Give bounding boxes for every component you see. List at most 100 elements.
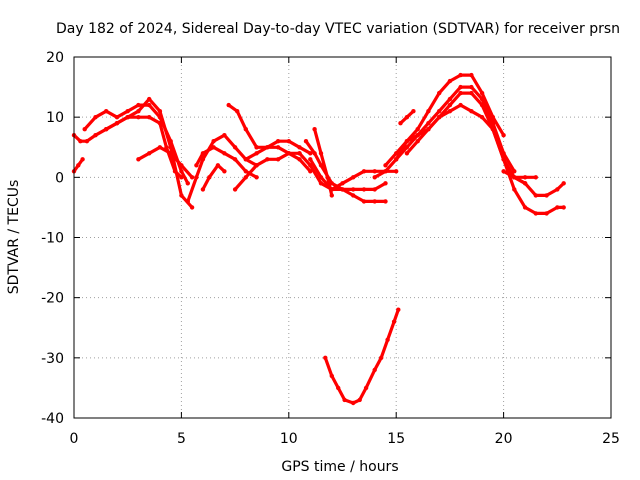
data-point — [93, 115, 98, 120]
data-point — [265, 157, 270, 162]
data-point — [404, 151, 410, 156]
data-point — [351, 187, 356, 192]
data-point — [125, 109, 130, 114]
data-point — [243, 169, 248, 174]
data-point — [458, 72, 463, 78]
data-point — [351, 400, 356, 406]
data-point — [383, 163, 388, 168]
data-point — [207, 175, 212, 180]
data-point — [329, 193, 334, 198]
data-point — [469, 90, 474, 96]
x-axis-label: GPS time / hours — [281, 459, 398, 475]
data-point — [383, 181, 388, 186]
data-point — [372, 367, 377, 373]
data-point — [479, 96, 485, 102]
y-axis-label: SDTVAR / TECUs — [6, 180, 22, 295]
data-point — [164, 145, 169, 150]
data-point — [323, 355, 328, 360]
data-point — [254, 163, 259, 168]
data-point — [363, 385, 369, 391]
data-point — [379, 355, 384, 360]
data-point — [136, 102, 141, 108]
series-track-mid-11 — [313, 127, 334, 197]
data-point — [522, 181, 528, 186]
data-point — [555, 205, 560, 210]
data-point — [415, 139, 420, 144]
x-tick-label: 10 — [280, 431, 298, 447]
data-series-layer — [71, 72, 566, 406]
data-point — [426, 127, 431, 132]
data-point — [501, 133, 506, 138]
data-point — [394, 169, 399, 174]
data-point — [179, 163, 184, 168]
data-point — [391, 319, 397, 324]
data-point — [361, 169, 367, 174]
data-point — [437, 115, 442, 120]
data-point — [157, 109, 163, 114]
data-point — [561, 181, 566, 186]
y-tick-label: 0 — [55, 170, 64, 186]
series-track-mid-1 — [186, 133, 259, 203]
data-point — [318, 151, 324, 156]
x-tick-label: 5 — [177, 431, 186, 447]
data-point — [447, 102, 453, 108]
data-point — [411, 109, 416, 114]
data-point — [404, 115, 410, 120]
data-point — [447, 78, 453, 84]
data-point — [437, 90, 442, 96]
data-point — [404, 145, 410, 150]
data-point — [226, 102, 231, 108]
data-point — [147, 151, 152, 156]
data-point — [200, 187, 206, 192]
data-point — [501, 157, 506, 162]
data-point — [147, 96, 152, 102]
y-tick-label: -10 — [41, 231, 64, 247]
data-point — [136, 115, 141, 120]
data-point — [254, 145, 259, 150]
data-point — [426, 121, 431, 126]
data-point — [254, 175, 259, 180]
data-point — [415, 133, 420, 138]
data-point — [136, 157, 141, 162]
data-point — [189, 205, 195, 210]
data-point — [312, 151, 317, 156]
series-track-mid-8 — [297, 151, 398, 191]
data-point — [222, 169, 227, 174]
data-point — [82, 127, 87, 132]
series-track-early-5 — [136, 145, 194, 179]
data-point — [147, 115, 152, 120]
data-point — [458, 90, 463, 96]
data-point — [114, 115, 120, 120]
data-point — [104, 109, 109, 114]
data-point — [286, 139, 291, 144]
data-point — [351, 193, 356, 198]
data-point — [522, 175, 528, 180]
data-point — [544, 193, 549, 198]
y-tick-label: 10 — [46, 110, 64, 126]
data-point — [426, 109, 431, 114]
data-point — [533, 175, 538, 180]
data-point — [385, 337, 390, 342]
data-point — [297, 151, 302, 156]
data-point — [361, 187, 367, 192]
data-point — [189, 175, 195, 180]
data-point — [479, 102, 485, 108]
data-point — [501, 169, 506, 174]
series-track-late-4 — [405, 103, 566, 215]
data-point — [490, 127, 496, 132]
x-tick-label: 0 — [70, 431, 79, 447]
data-point — [415, 127, 420, 132]
data-point — [396, 307, 401, 312]
data-point — [235, 109, 240, 114]
data-point — [372, 175, 377, 180]
data-point — [479, 90, 485, 96]
data-point — [372, 187, 377, 192]
data-point — [394, 151, 399, 156]
data-point — [104, 127, 109, 132]
data-point — [512, 175, 517, 180]
data-point — [318, 163, 324, 168]
data-point — [555, 187, 560, 192]
data-point — [286, 151, 291, 156]
x-tick-label: 20 — [495, 431, 513, 447]
y-tick-label: -30 — [41, 351, 64, 367]
